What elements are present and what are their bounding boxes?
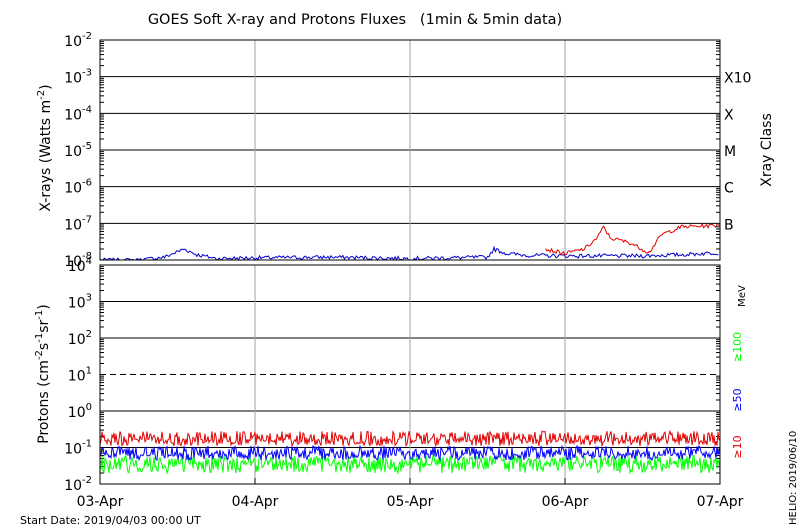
- proton-y-tick-label: 10-1: [64, 439, 92, 458]
- xray-y-tick-label: 10-8: [64, 251, 92, 270]
- proton-y-axis-label: Protons (cm-2s-1sr-1): [34, 304, 52, 443]
- x-tick-label: 05-Apr: [387, 494, 434, 510]
- xray_long-series-line: [545, 222, 719, 256]
- xray-y-tick-label: 10-5: [64, 141, 92, 160]
- legend-label: ≥10: [731, 435, 744, 458]
- proton-y-tick-label: 100: [68, 402, 92, 421]
- proton-y-tick-label: 101: [68, 366, 92, 385]
- p10-series-line: [99, 429, 721, 448]
- xray-y-tick-label: 10-2: [64, 31, 92, 50]
- legend-label: ≥100: [731, 332, 744, 362]
- legend-entry-p50: ≥50: [731, 388, 744, 411]
- x-tick-label: 07-Apr: [697, 494, 744, 510]
- xray-panel: 10-8 10-7 10-6 10-5 10-4 10-3 10-2 B C M X X10: [64, 31, 751, 270]
- xray-y-tick-label: 10-3: [64, 68, 92, 87]
- energy-unit-label: MeV: [737, 285, 748, 307]
- xray-y-tick-label: 10-4: [64, 104, 92, 123]
- xray-class-label: C: [724, 181, 734, 197]
- svg-text:HELIO: 2019/06/10: HELIO: 2019/06/10: [788, 431, 799, 525]
- svg-text:X-rays (Watts m-2): X-rays (Watts m-2): [36, 84, 54, 211]
- xray-class-label: X10: [724, 71, 751, 87]
- svg-text:MeV: MeV: [737, 285, 748, 307]
- xray-class-label: X: [724, 107, 734, 123]
- xray-class-axis-label: Xray Class: [759, 113, 775, 187]
- xray-y-tick-label: 10-7: [64, 214, 92, 233]
- start-date-label: Start Date: 2019/04/03 00:00 UT: [20, 514, 201, 527]
- proton-y-tick-label: 10-2: [64, 475, 92, 494]
- proton-y-tick-label: 102: [68, 329, 92, 348]
- p50-series-line: [99, 444, 721, 462]
- x-tick-label: 06-Apr: [542, 494, 589, 510]
- xray-class-label: M: [724, 144, 736, 160]
- xray-y-axis-label: X-rays (Watts m-2): [36, 84, 54, 211]
- legend-entry-p10: ≥10: [731, 435, 744, 458]
- legend-label: ≥50: [731, 388, 744, 411]
- svg-text:Protons (cm-2s-1sr-1): Protons (cm-2s-1sr-1): [34, 304, 52, 443]
- x-tick-label: 03-Apr: [77, 494, 124, 510]
- xray_short-series-line: [99, 245, 719, 262]
- x-tick-label: 04-Apr: [232, 494, 279, 510]
- proton-y-tick-label: 103: [68, 293, 92, 312]
- chart-title: GOES Soft X-ray and Protons Fluxes (1min…: [148, 12, 562, 28]
- xray-plot-frame: [99, 39, 721, 261]
- xray-class-label: B: [724, 217, 734, 233]
- legend-entry-p100: ≥100: [731, 332, 744, 362]
- xray-y-tick-label: 10-6: [64, 178, 92, 197]
- svg-text:Xray Class: Xray Class: [759, 113, 775, 187]
- proton-panel: 10-2 10-1 100 101 102 103 104 03-Apr 04-Apr 05-Ap…: [64, 256, 748, 510]
- proton-y-tick-label: 104: [68, 256, 92, 275]
- credit-label: HELIO: 2019/06/10: [788, 431, 799, 525]
